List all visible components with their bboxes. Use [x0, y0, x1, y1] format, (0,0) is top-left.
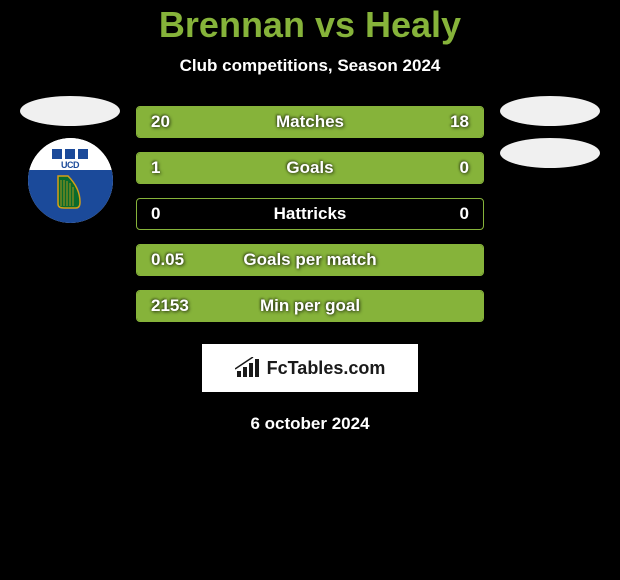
stat-value-right: 0 — [429, 204, 469, 224]
harp-icon — [54, 174, 86, 210]
stat-value-left: 0 — [151, 204, 191, 224]
stat-label: Matches — [191, 112, 429, 132]
stat-row: 20Matches18 — [136, 106, 484, 138]
club-badge-bottom — [28, 170, 113, 223]
stat-row: 1Goals0 — [136, 152, 484, 184]
left-badges-column: UCD — [20, 96, 120, 223]
footer-date: 6 october 2024 — [250, 414, 369, 434]
stat-value-left: 2153 — [151, 296, 191, 316]
chart-area: UCD — [0, 106, 620, 434]
stat-label: Goals per match — [191, 250, 429, 270]
page-title: Brennan vs Healy — [159, 4, 461, 46]
page-subtitle: Club competitions, Season 2024 — [180, 56, 441, 76]
stat-value-left: 1 — [151, 158, 191, 178]
stat-row: 0Hattricks0 — [136, 198, 484, 230]
player-right-ellipse — [500, 96, 600, 126]
house-icon — [52, 149, 62, 159]
stat-row: 0.05Goals per match — [136, 244, 484, 276]
brand-text: FcTables.com — [267, 358, 386, 379]
club-badge-text-top: UCD — [61, 160, 79, 170]
house-icon — [65, 149, 75, 159]
stat-value-right: 0 — [429, 158, 469, 178]
stat-content: 0.05Goals per match — [137, 245, 483, 275]
stat-value-left: 20 — [151, 112, 191, 132]
stat-value-right: 18 — [429, 112, 469, 132]
club-right-ellipse — [500, 138, 600, 168]
bar-chart-icon — [235, 357, 261, 379]
player-left-ellipse — [20, 96, 120, 126]
club-badge-houses — [52, 149, 88, 159]
house-icon — [78, 149, 88, 159]
stat-value-left: 0.05 — [151, 250, 191, 270]
right-badges-column — [500, 96, 600, 168]
stat-content: 1Goals0 — [137, 153, 483, 183]
stat-content: 2153Min per goal — [137, 291, 483, 321]
stat-content: 20Matches18 — [137, 107, 483, 137]
club-badge-top: UCD — [28, 138, 113, 170]
brand-box: FcTables.com — [202, 344, 418, 392]
page-root: Brennan vs Healy Club competitions, Seas… — [0, 0, 620, 434]
stat-content: 0Hattricks0 — [137, 199, 483, 229]
stat-label: Min per goal — [191, 296, 429, 316]
stat-label: Hattricks — [191, 204, 429, 224]
stat-row: 2153Min per goal — [136, 290, 484, 322]
stats-rows: 20Matches181Goals00Hattricks00.05Goals p… — [136, 106, 484, 336]
stat-label: Goals — [191, 158, 429, 178]
club-left-badge: UCD — [28, 138, 113, 223]
